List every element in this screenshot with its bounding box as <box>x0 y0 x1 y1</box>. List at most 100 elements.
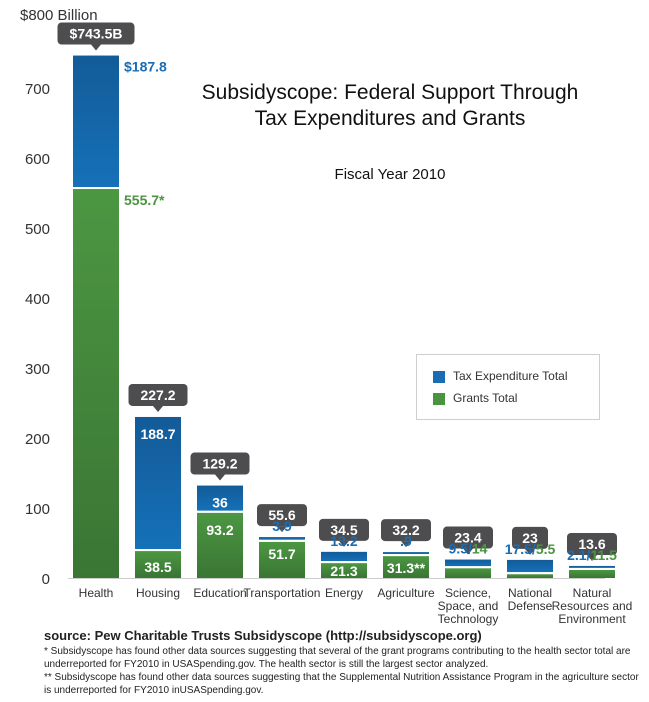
category-label: Education <box>193 586 246 600</box>
category-label: Natural <box>573 586 612 600</box>
category-label: Technology <box>438 612 499 626</box>
y-axis-title: $800 Billion <box>20 7 98 24</box>
bar-separator <box>135 549 181 552</box>
chart-title: Subsidyscope: Federal Support Through Ta… <box>201 81 579 130</box>
total-label: 55.6 <box>268 507 295 523</box>
total-callout: 23 <box>512 526 548 555</box>
bar-separator <box>259 539 305 542</box>
bar-tax <box>383 552 429 555</box>
tax-label: $187.8 <box>124 59 167 75</box>
bar-tax <box>135 416 181 550</box>
callout-pointer <box>91 44 101 51</box>
bar-grants <box>569 569 615 578</box>
y-tick-label: 300 <box>25 361 50 378</box>
grant-label: 31.3** <box>387 560 426 576</box>
total-label: 129.2 <box>202 456 237 472</box>
y-tick-label: 500 <box>25 221 50 238</box>
total-callout: 13.6 <box>567 532 617 561</box>
bar-tax <box>507 559 553 573</box>
callout-pointer <box>215 474 225 481</box>
bar-grants <box>507 574 553 578</box>
tax-label: 188.7 <box>140 426 175 442</box>
callout-pointer <box>339 540 349 547</box>
bar-tax <box>259 537 305 540</box>
legend-swatch-tax <box>433 370 445 383</box>
total-label: 34.5 <box>330 522 357 538</box>
tax-label: .9 <box>400 533 412 549</box>
grant-label: 5.5 <box>536 541 556 557</box>
callout-pointer <box>463 548 473 555</box>
tax-label: 13.2 <box>330 533 357 549</box>
category-label: Environment <box>558 612 626 626</box>
category-label: Energy <box>325 586 363 600</box>
bar-grants <box>135 551 181 578</box>
tax-label: 3.9 <box>272 518 292 534</box>
bar-separator <box>197 510 243 513</box>
legend-swatch-grants <box>433 392 445 405</box>
callout-box <box>57 22 135 45</box>
callout-pointer <box>401 541 411 548</box>
callout-pointer <box>153 405 163 412</box>
total-label: 32.2 <box>392 522 419 538</box>
grant-label: 11.5 <box>590 547 617 563</box>
total-callout: 129.2 <box>190 452 250 481</box>
y-tick-label: 700 <box>25 81 50 98</box>
callout-pointer <box>277 526 287 533</box>
tax-label: 9.5/ <box>449 541 472 557</box>
bar-tax <box>73 55 119 188</box>
tax-label: 2.1/ <box>567 547 590 563</box>
chart-subtitle: Fiscal Year 2010 <box>334 166 446 183</box>
grant-label: 51.7 <box>268 546 295 562</box>
callout-box <box>128 383 188 406</box>
bar-tax <box>321 551 367 562</box>
bar-grants <box>383 556 429 578</box>
category-label: Space, and <box>438 599 499 613</box>
source-text: source: Pew Charitable Trusts Subsidysco… <box>44 628 482 643</box>
callout-box <box>257 504 307 527</box>
bar-tax <box>569 565 615 568</box>
y-tick-label: 0 <box>42 571 50 588</box>
callout-box <box>443 526 493 549</box>
category-label: Resources and <box>552 599 633 613</box>
bar-separator <box>507 572 553 575</box>
callout-box <box>190 452 250 475</box>
labels: $743.5B $187.8 555.7* Health 227.2 188.7 38.5 H… <box>57 22 633 626</box>
bar-grants <box>445 568 491 578</box>
total-label: 227.2 <box>140 387 175 403</box>
bar-separator <box>445 566 491 569</box>
tax-label: 17.5/ <box>505 541 536 557</box>
callout-box <box>319 518 369 541</box>
footnote-2: ** Subsidyscope has found other data sou… <box>44 672 639 696</box>
total-callout: 34.5 <box>319 518 369 547</box>
grant-label: 93.2 <box>206 522 233 538</box>
y-tick-label: 200 <box>25 431 50 448</box>
total-label: $743.5B <box>70 26 123 42</box>
tax-label: 36 <box>212 495 228 511</box>
category-label: Defense <box>508 599 553 613</box>
split-label: 2.1/11.5 <box>567 547 617 563</box>
bar-separator <box>383 554 429 557</box>
legend-label-tax: Tax Expenditure Total <box>453 369 568 383</box>
bar-separator <box>569 567 615 570</box>
y-axis: $800 Billion 0 100 200 300 400 500 600 700 <box>20 7 605 588</box>
grant-label: 21.3 <box>330 563 357 579</box>
legend-item-tax: Tax Expenditure Total <box>433 369 568 383</box>
category-label: Science, <box>445 586 491 600</box>
callout-pointer <box>587 554 597 561</box>
bar-separator <box>321 561 367 564</box>
total-label: 23.4 <box>454 530 481 546</box>
chart: $800 Billion 0 100 200 300 400 500 600 700 $743.… <box>20 7 633 626</box>
total-label: 13.6 <box>578 536 605 552</box>
total-callout: 227.2 <box>128 383 188 412</box>
bar-tax <box>197 485 243 511</box>
y-tick-label: 100 <box>25 501 50 518</box>
y-tick-label: 600 <box>25 151 50 168</box>
legend-label-grants: Grants Total <box>453 391 518 405</box>
footnote-1: * Subsidyscope has found other data sour… <box>44 646 631 670</box>
bar-tax <box>445 559 491 567</box>
bar-grants <box>73 189 119 578</box>
grant-label: 38.5 <box>144 559 171 575</box>
total-callout: 32.2 <box>381 519 431 548</box>
legend-item-grants: Grants Total <box>433 391 517 405</box>
category-label: National <box>508 586 552 600</box>
